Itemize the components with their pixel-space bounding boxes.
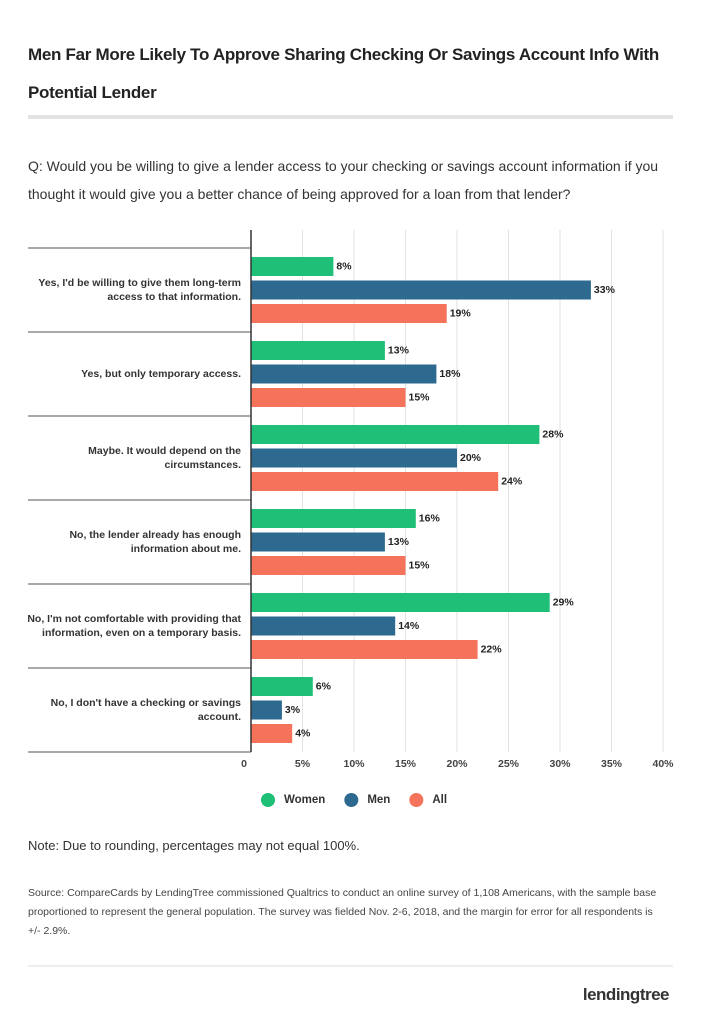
bar xyxy=(251,700,282,720)
legend-marker xyxy=(409,793,424,807)
x-tick-label: 5% xyxy=(295,758,311,770)
bar xyxy=(251,532,385,552)
bar xyxy=(251,364,437,384)
bar xyxy=(251,472,499,491)
value-label: 6% xyxy=(316,680,332,692)
bar xyxy=(251,509,416,528)
legend-label: Men xyxy=(367,794,390,806)
value-label: 15% xyxy=(409,391,431,403)
category-label: Yes, but only temporary access. xyxy=(81,368,241,380)
value-label: 8% xyxy=(336,260,352,272)
category-label: No, the lender already has enough inform… xyxy=(69,529,241,555)
bar xyxy=(251,677,313,696)
chart-title: Men Far More Likely To Approve Sharing C… xyxy=(28,45,659,102)
category-label: Yes, I'd be willing to give them long-te… xyxy=(38,277,241,303)
value-label: 20% xyxy=(460,452,482,464)
bar xyxy=(251,593,550,612)
x-tick-label: 0 xyxy=(241,758,247,770)
legend-marker xyxy=(261,793,275,807)
bar xyxy=(251,556,406,575)
bar xyxy=(251,448,457,468)
value-label: 18% xyxy=(439,368,461,380)
value-label: 13% xyxy=(388,344,410,356)
x-tick-label: 20% xyxy=(446,758,468,770)
value-label: 33% xyxy=(594,284,616,296)
bar xyxy=(251,425,540,444)
value-label: 28% xyxy=(542,428,564,440)
bar xyxy=(251,616,396,636)
value-label: 13% xyxy=(388,536,410,548)
legend-label: Women xyxy=(284,794,325,806)
bar xyxy=(251,724,293,743)
bar xyxy=(251,280,591,300)
category-label: No, I'm not comfortable with providing t… xyxy=(27,613,241,639)
value-label: 4% xyxy=(295,727,311,739)
note: Note: Due to rounding, percentages may n… xyxy=(28,838,360,853)
logo: lendingtree xyxy=(582,985,670,1004)
chart-subtitle: Q: Would you be willing to give a lender… xyxy=(28,158,659,202)
source: Source: CompareCards by LendingTree comm… xyxy=(28,887,657,937)
value-label: 15% xyxy=(409,559,431,571)
value-label: 22% xyxy=(481,643,503,655)
value-label: 14% xyxy=(398,620,420,632)
x-tick-label: 40% xyxy=(652,758,674,770)
value-label: 24% xyxy=(501,475,523,487)
value-label: 3% xyxy=(285,704,301,716)
x-tick-label: 30% xyxy=(549,758,571,770)
x-tick-label: 25% xyxy=(498,758,520,770)
bar xyxy=(251,388,406,407)
x-tick-label: 10% xyxy=(343,758,365,770)
bar xyxy=(251,257,334,276)
value-label: 29% xyxy=(553,596,575,608)
legend-marker xyxy=(344,793,359,807)
value-label: 19% xyxy=(450,307,472,319)
bar xyxy=(251,341,385,360)
x-tick-label: 35% xyxy=(601,758,623,770)
x-tick-label: 15% xyxy=(395,758,417,770)
bar xyxy=(251,304,447,323)
value-label: 16% xyxy=(419,512,441,524)
bar xyxy=(251,640,478,659)
legend-label: All xyxy=(432,794,447,806)
category-label: Maybe. It would depend on the circumstan… xyxy=(88,445,241,471)
category-label: No, I don't have a checking or savings a… xyxy=(50,697,241,723)
